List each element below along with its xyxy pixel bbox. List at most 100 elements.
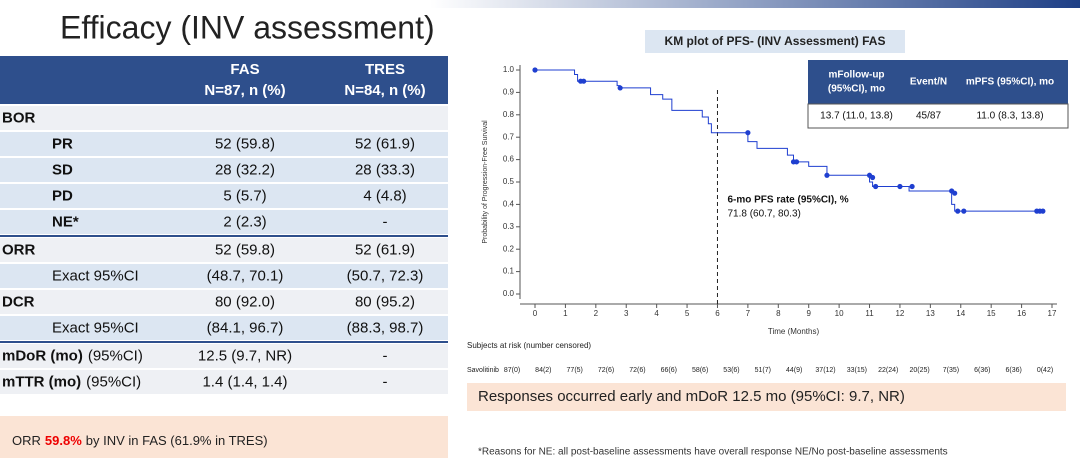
y-tick-label: 0.2 — [503, 244, 515, 253]
inset-cell: 45/87 — [916, 111, 941, 122]
x-tick-label: 7 — [746, 309, 751, 318]
inset-header: mFollow-up — [828, 70, 884, 81]
y-tick-label: 0.7 — [503, 132, 515, 141]
row-label: mDoR (mo) (95%CI) — [2, 347, 143, 364]
summary-part: ORR — [12, 433, 41, 448]
risk-count: 37(12) — [815, 367, 835, 374]
x-axis-label: Time (Months) — [768, 327, 820, 336]
annotation-title: 6-mo PFS rate (95%CI), % — [727, 195, 848, 206]
x-tick-label: 5 — [685, 309, 690, 318]
y-tick-label: 0.0 — [503, 289, 515, 298]
row-label: PR — [52, 135, 73, 152]
x-tick-label: 0 — [533, 309, 538, 318]
cell: 5 (5.7) — [223, 187, 266, 204]
inset-header-bg — [808, 60, 1068, 104]
row-label: PD — [52, 187, 73, 204]
y-tick-label: 1.0 — [503, 65, 515, 74]
y-tick-label: 0.4 — [503, 200, 515, 209]
y-tick-label: 0.1 — [503, 267, 515, 276]
cell: 12.5 (9.7, NR) — [198, 347, 292, 364]
cell: (84.1, 96.7) — [207, 319, 284, 336]
cell: 28 (33.3) — [355, 161, 415, 178]
censor-mark — [952, 190, 958, 196]
censor-mark — [955, 208, 961, 214]
cell: 80 (95.2) — [355, 293, 415, 310]
risk-count: 58(6) — [692, 367, 708, 374]
cell: - — [383, 213, 388, 230]
risk-count: 33(15) — [847, 367, 867, 374]
row-label-text: mTTR (mo) — [2, 373, 81, 390]
row-label-text: BOR — [2, 109, 36, 126]
risk-count: 72(6) — [598, 367, 614, 374]
risk-title: Subjects at risk (number censored) — [467, 341, 591, 350]
cell: 52 (59.8) — [215, 135, 275, 152]
y-tick-label: 0.8 — [503, 110, 515, 119]
x-tick-label: 6 — [715, 309, 720, 318]
risk-count: 20(25) — [909, 367, 929, 374]
row-label: SD — [52, 161, 73, 178]
censor-mark — [793, 159, 800, 165]
row-label-text: Exact 95%CI — [52, 319, 139, 336]
inset-cell: 11.0 (8.3, 13.8) — [976, 111, 1043, 122]
inset-header: mPFS (95%CI), mo — [966, 77, 1054, 88]
row-bg — [0, 370, 448, 394]
row-bg — [0, 184, 448, 208]
risk-count: 87(0) — [504, 367, 520, 374]
row-label-text: NE* — [52, 213, 79, 230]
row-label: BOR — [2, 109, 36, 126]
row-label: ORR — [2, 241, 36, 258]
x-tick-label: 10 — [835, 309, 844, 318]
row-label-text: ORR — [2, 241, 36, 258]
cell: 52 (61.9) — [355, 135, 415, 152]
x-tick-label: 8 — [776, 309, 781, 318]
row-bg — [0, 290, 448, 314]
risk-count: 0(42) — [1037, 367, 1053, 374]
row-bg — [0, 238, 448, 262]
x-tick-label: 12 — [895, 309, 904, 318]
cell: (88.3, 98.7) — [347, 319, 424, 336]
y-tick-label: 0.3 — [503, 222, 515, 231]
chart-title: KM plot of PFS- (INV Assessment) FAS — [665, 34, 886, 48]
table-header-bg — [0, 56, 448, 104]
censor-mark — [581, 78, 587, 84]
censor-mark — [909, 183, 915, 190]
x-tick-label: 17 — [1048, 309, 1057, 318]
x-tick-label: 16 — [1017, 309, 1026, 318]
cell: 80 (92.0) — [215, 293, 275, 310]
cell: 28 (32.2) — [215, 161, 275, 178]
risk-count: 51(7) — [755, 367, 771, 374]
risk-count: 6(36) — [974, 367, 990, 374]
censor-mark — [961, 208, 967, 214]
risk-count: 53(6) — [723, 367, 739, 374]
row-label: NE* — [52, 213, 79, 230]
column-subheader: N=87, n (%) — [204, 82, 285, 99]
x-tick-label: 2 — [594, 309, 599, 318]
censor-mark — [869, 174, 876, 181]
row-label-text: mDoR (mo) — [2, 347, 83, 364]
row-label-text: SD — [52, 161, 73, 178]
callout: Responses occurred early and mDoR 12.5 m… — [478, 388, 905, 405]
summary: ORR 59.8% by INV in FAS (61.9% in TRES) — [12, 433, 268, 448]
cell: 52 (59.8) — [215, 241, 275, 258]
y-tick-label: 0.5 — [503, 177, 515, 186]
x-tick-label: 15 — [987, 309, 996, 318]
row-bg — [0, 158, 448, 182]
summary-part: by INV in FAS (61.9% in TRES) — [86, 433, 268, 448]
summary-box — [0, 416, 448, 458]
risk-count: 72(6) — [629, 367, 645, 374]
risk-count: 44(9) — [786, 367, 802, 374]
x-tick-label: 13 — [926, 309, 935, 318]
row-label: Exact 95%CI — [52, 319, 139, 336]
footnote: *Reasons for NE: all post-baseline asses… — [478, 447, 948, 458]
row-bg — [0, 264, 448, 288]
inset-cell: 13.7 (11.0, 13.8) — [820, 111, 893, 122]
top-bar — [430, 0, 1080, 8]
row-label: mTTR (mo) (95%CI) — [2, 373, 141, 390]
inset-header: Event/N — [910, 77, 947, 88]
cell: 52 (61.9) — [355, 241, 415, 258]
row-label: Exact 95%CI — [52, 267, 139, 284]
risk-count: 77(5) — [567, 367, 583, 374]
row-bg — [0, 106, 448, 130]
risk-count: 7(35) — [943, 367, 959, 374]
x-tick-label: 3 — [624, 309, 629, 318]
